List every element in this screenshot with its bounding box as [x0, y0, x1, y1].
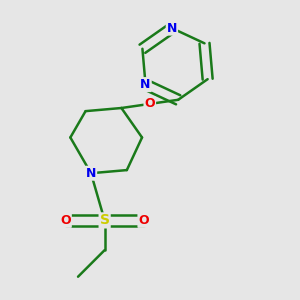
Text: O: O	[138, 214, 149, 227]
Text: N: N	[140, 78, 151, 91]
Text: N: N	[167, 22, 177, 34]
Text: O: O	[60, 214, 71, 227]
Text: O: O	[145, 98, 155, 110]
Text: N: N	[86, 167, 96, 180]
Text: S: S	[100, 213, 110, 227]
